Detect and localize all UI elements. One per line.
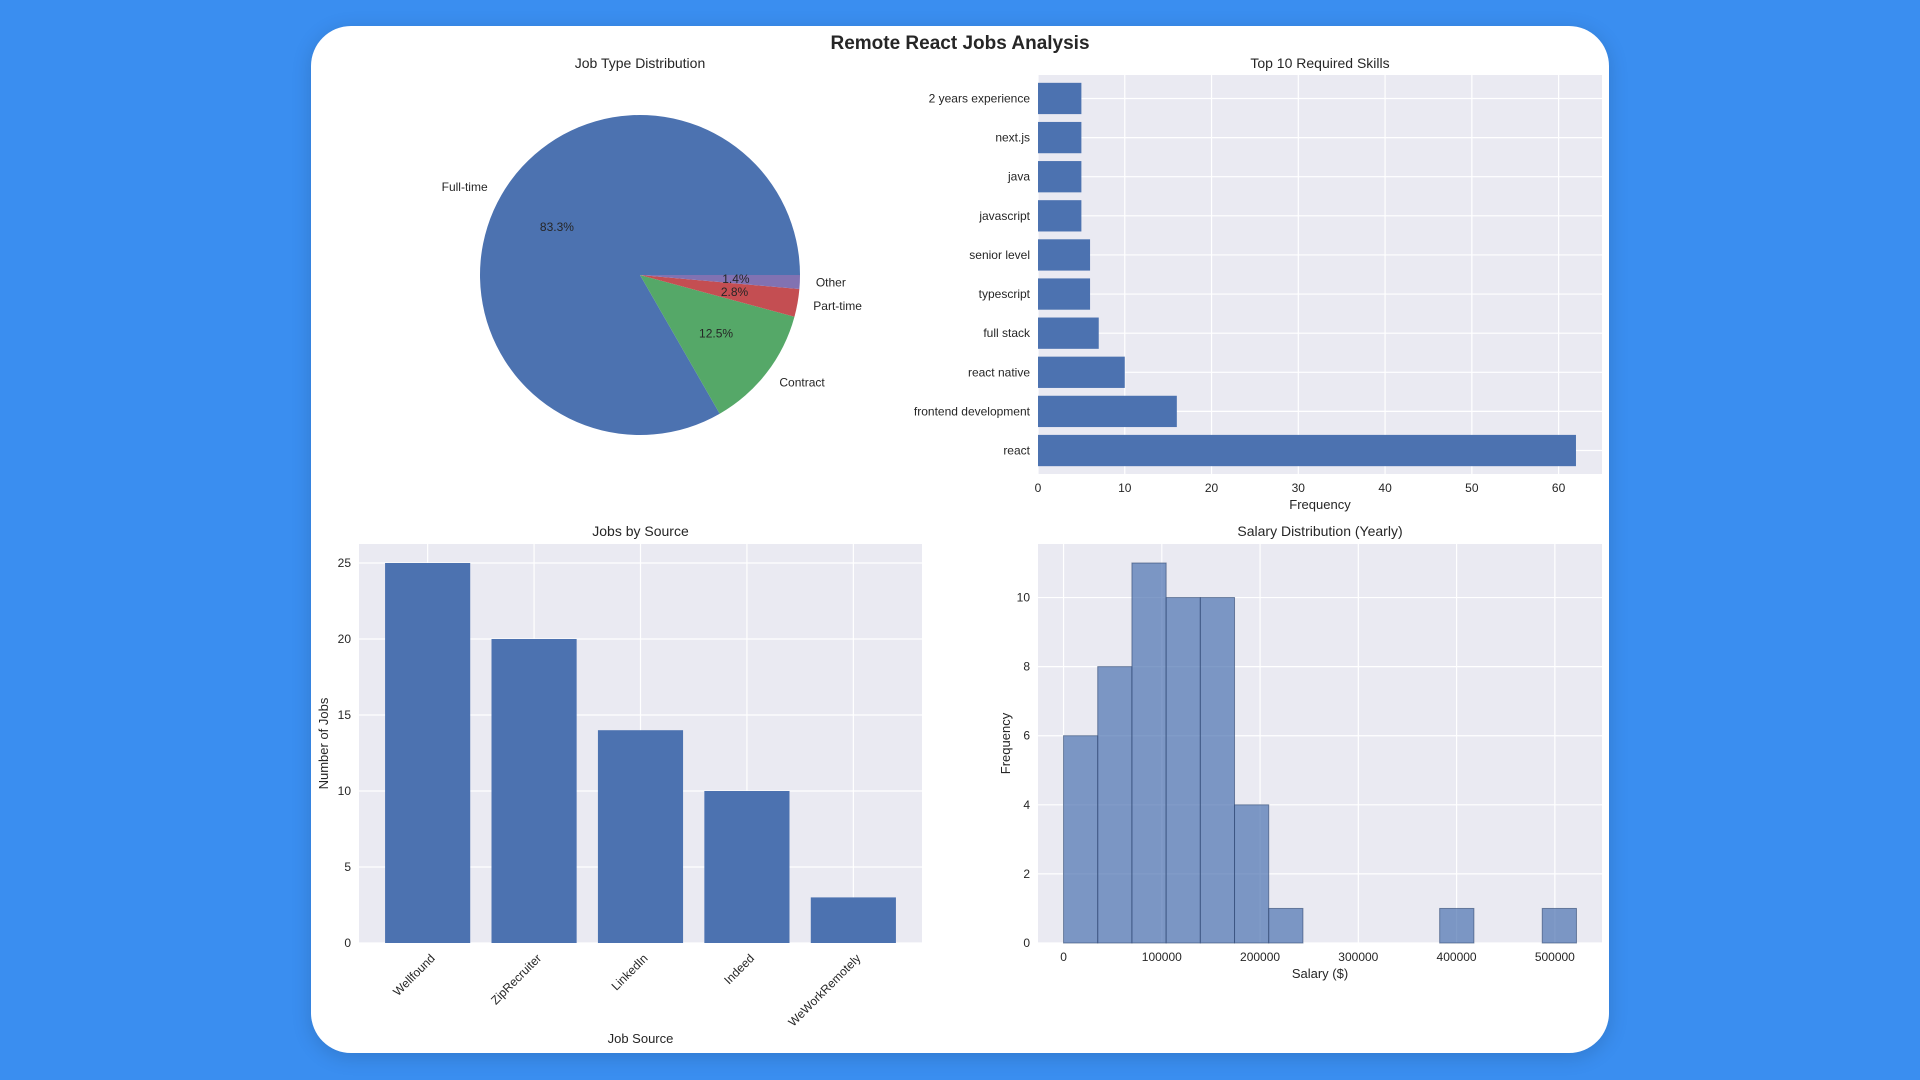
y-tick-label: 6: [1023, 729, 1030, 743]
x-tick-label: 400000: [1437, 950, 1477, 964]
x-tick-label: ZipRecruiter: [488, 951, 544, 1007]
skills-title: Top 10 Required Skills: [1250, 55, 1389, 71]
skill-bar: [1038, 200, 1082, 232]
pie-label: Other: [816, 276, 846, 290]
x-tick-label: 20: [1205, 481, 1219, 495]
x-axis-label: Frequency: [1289, 497, 1351, 512]
y-tick-label: 2 years experience: [929, 91, 1031, 105]
skill-bar: [1038, 395, 1177, 428]
pie-percent: 12.5%: [699, 327, 733, 341]
x-tick-label: LinkedIn: [609, 951, 651, 993]
histogram-bar: [1268, 907, 1304, 944]
pie-percent: 2.8%: [721, 285, 749, 299]
y-tick-label: react: [1003, 444, 1030, 458]
pie-slice-other: [640, 275, 800, 290]
y-tick-label: react native: [968, 365, 1030, 379]
histogram-bar: [1165, 597, 1201, 944]
skill-bar: [1038, 121, 1082, 154]
figure-title: Remote React Jobs Analysis: [830, 33, 1089, 54]
x-tick-label: Indeed: [721, 951, 757, 987]
source-bar: [385, 563, 471, 943]
skill-bar: [1038, 161, 1082, 193]
y-tick-label: 4: [1023, 798, 1030, 812]
source-bar: [491, 639, 577, 943]
x-tick-label: 50: [1465, 481, 1479, 495]
pie-label: Full-time: [442, 180, 488, 194]
figure: Remote React Jobs Analysis Job Type Dist…: [316, 33, 1602, 1046]
x-tick-label: 100000: [1142, 950, 1182, 964]
y-tick-label: 0: [1023, 936, 1030, 950]
histogram-bar: [1063, 735, 1099, 944]
skill-bar: [1038, 356, 1125, 388]
x-tick-label: 200000: [1240, 950, 1280, 964]
y-tick-label: 10: [1017, 591, 1031, 605]
y-tick-label: 8: [1023, 660, 1030, 674]
histogram-bar: [1439, 907, 1475, 944]
x-tick-label: 60: [1552, 481, 1566, 495]
x-tick-label: 30: [1292, 481, 1306, 495]
pie-slice-full-time: [480, 115, 800, 436]
y-axis-label: Number of Jobs: [316, 697, 331, 789]
pie-title: Job Type Distribution: [575, 55, 705, 71]
skill-bar: [1038, 82, 1082, 115]
skill-bar: [1038, 317, 1099, 349]
histogram-bar: [1199, 597, 1236, 944]
x-axis-label: Job Source: [608, 1031, 674, 1046]
y-tick-label: 5: [344, 860, 351, 874]
x-tick-label: 300000: [1338, 950, 1378, 964]
skill-bar: [1038, 278, 1091, 310]
y-axis-label: Frequency: [998, 712, 1013, 774]
y-tick-label: 15: [338, 708, 352, 722]
y-tick-label: 25: [338, 556, 352, 570]
source-bar: [704, 791, 790, 943]
x-tick-label: Wellfound: [390, 951, 437, 998]
source-bar: [597, 730, 684, 943]
y-tick-label: full stack: [983, 326, 1031, 340]
pie-percent: 83.3%: [540, 220, 574, 234]
y-tick-label: typescript: [979, 287, 1031, 301]
skill-bar: [1038, 434, 1576, 467]
histogram-bar: [1131, 562, 1167, 944]
y-tick-label: next.js: [995, 131, 1030, 145]
y-tick-label: senior level: [969, 248, 1030, 262]
y-tick-label: frontend development: [914, 404, 1031, 418]
pie-slice-part-time: [640, 275, 800, 317]
pie-slice-contract: [640, 275, 795, 414]
pie-percent: 1.4%: [722, 272, 750, 286]
source-title: Jobs by Source: [592, 523, 689, 539]
x-tick-label: 500000: [1535, 950, 1575, 964]
y-tick-label: 10: [338, 784, 352, 798]
y-tick-label: javascript: [978, 209, 1030, 223]
x-axis-label: Salary ($): [1292, 966, 1348, 981]
salary-title: Salary Distribution (Yearly): [1237, 523, 1402, 539]
x-tick-label: 0: [1060, 950, 1067, 964]
x-tick-label: 40: [1378, 481, 1392, 495]
pie-label: Part-time: [813, 299, 862, 313]
source-bar: [810, 897, 896, 943]
y-tick-label: 2: [1023, 867, 1030, 881]
pie-label: Contract: [779, 375, 825, 389]
histogram-bar: [1234, 804, 1270, 944]
x-tick-label: 0: [1035, 481, 1042, 495]
histogram-bar: [1541, 907, 1577, 944]
y-tick-label: java: [1007, 170, 1030, 184]
histogram-bar: [1097, 666, 1133, 944]
y-tick-label: 20: [338, 632, 352, 646]
y-tick-label: 0: [344, 936, 351, 950]
skill-bar: [1038, 239, 1091, 271]
dashboard-card: Remote React Jobs Analysis Job Type Dist…: [311, 26, 1609, 1053]
x-tick-label: 10: [1118, 481, 1132, 495]
x-tick-label: WeWorkRemotely: [786, 951, 864, 1029]
